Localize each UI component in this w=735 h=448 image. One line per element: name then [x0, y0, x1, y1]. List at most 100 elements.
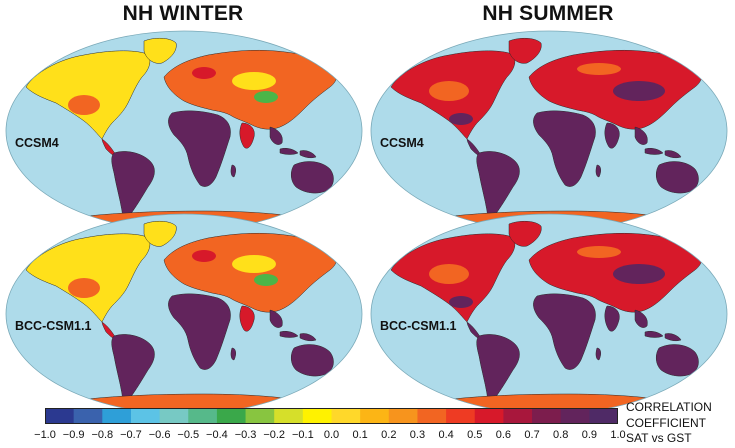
land-greenland [508, 38, 542, 64]
landmasses [25, 221, 346, 411]
siberia-yellow [232, 255, 276, 273]
us-south-deep [449, 113, 473, 125]
colorbar-tick-label: −0.5 [177, 429, 200, 441]
colorbar-tick-label: −0.8 [91, 429, 114, 441]
colorbar-tick-label: 0.7 [524, 429, 540, 441]
land-centralAmerica [101, 321, 117, 339]
land-madagascar [595, 164, 601, 178]
colorbar-segment [302, 408, 332, 424]
land-centralAmerica [466, 138, 482, 156]
land-indonesia1 [644, 147, 664, 155]
land-seAsia [269, 309, 283, 328]
colorbar-tick-label: 0.0 [323, 429, 340, 441]
colorbar-title: CORRELATION [626, 400, 712, 414]
land-indonesia1 [279, 330, 299, 338]
colorbar-segment [388, 408, 418, 424]
tibet-green [254, 91, 278, 103]
colorbar-segment [560, 408, 590, 424]
colorbar-tick-label: 1.0 [610, 429, 626, 441]
land-greenland [143, 38, 177, 64]
land-centralAmerica [101, 138, 117, 156]
colorbar-segment [159, 408, 189, 424]
land-indonesia2 [299, 333, 317, 342]
us-south-deep [449, 296, 473, 308]
colorbar-title: COEFFICIENT [626, 416, 706, 430]
land-nz [705, 188, 711, 200]
land-nz [340, 371, 346, 383]
map-panel-ccsm4-winter [4, 29, 364, 233]
land-india [604, 305, 620, 332]
land-indonesia2 [299, 150, 317, 159]
colorbar-tick-label: 0.8 [553, 429, 569, 441]
land-madagascar [230, 164, 236, 178]
europe-red [192, 250, 216, 262]
land-africa [533, 293, 596, 370]
model-label: BCC-CSM1.1 [380, 319, 457, 333]
colorbar-tick-label: −0.7 [120, 429, 142, 441]
asia-deep [613, 264, 665, 284]
colorbar-segment [216, 408, 247, 424]
colorbar-tick-label: −0.2 [263, 429, 286, 441]
canada-orange [429, 81, 469, 101]
model-label: BCC-CSM1.1 [15, 319, 92, 333]
land-madagascar [595, 347, 601, 361]
colorbar-tick-label: −0.4 [206, 429, 228, 441]
column-title-summer: NH SUMMER [482, 2, 614, 25]
world-map [5, 213, 363, 415]
colorbar-tick-label: −0.9 [62, 429, 85, 441]
canada-orange [429, 264, 469, 284]
land-africa [168, 293, 231, 370]
colorbar-tick-label: 0.5 [467, 429, 483, 441]
land-indonesia2 [664, 333, 682, 342]
map-panel-bcc-summer [369, 212, 729, 416]
landmasses [390, 221, 711, 411]
colorbar-tick-label: −0.6 [148, 429, 171, 441]
land-seAsia [634, 309, 648, 328]
europe-red [192, 67, 216, 79]
land-indonesia1 [279, 147, 299, 155]
land-seAsia [269, 126, 283, 145]
land-northAmerica [25, 233, 151, 323]
model-label: CCSM4 [380, 136, 424, 150]
land-greenland [508, 221, 542, 247]
us-orange [68, 95, 100, 115]
column-title-winter: NH WINTER [122, 2, 244, 25]
colorbar-segment [274, 408, 304, 424]
colorbar-segment [331, 408, 361, 424]
colorbar-border [45, 408, 618, 424]
siberia-orange [577, 246, 621, 258]
colorbar-tick-label: 0.3 [409, 429, 426, 441]
land-madagascar [230, 347, 236, 361]
asia-deep [613, 81, 665, 101]
world-map [5, 30, 363, 232]
model-label: CCSM4 [15, 136, 59, 150]
land-india [604, 122, 620, 149]
us-orange [68, 278, 100, 298]
land-northAmerica [25, 50, 151, 140]
colorbar-tick-label: 0.6 [495, 429, 512, 441]
siberia-orange [577, 63, 621, 75]
colorbar-segment [73, 408, 103, 424]
colorbar-tick-label: −0.3 [234, 429, 257, 441]
colorbar-segment [589, 408, 618, 424]
colorbar-segment [45, 408, 75, 424]
colorbar-tick-label: 0.2 [381, 429, 397, 441]
landmasses [25, 38, 346, 228]
map-panel-bcc-winter [4, 212, 364, 416]
map-panel-ccsm4-summer [369, 29, 729, 233]
world-map [370, 30, 728, 232]
colorbar-tick-label: 0.9 [581, 429, 597, 441]
colorbar-tick-label: 0.4 [438, 429, 454, 441]
colorbar-tick-label: −0.1 [291, 429, 314, 441]
colorbar-segment [417, 408, 447, 424]
land-centralAmerica [466, 321, 482, 339]
colorbar-segment [532, 408, 562, 424]
siberia-yellow [232, 72, 276, 90]
land-nz [705, 371, 711, 383]
land-india [239, 305, 255, 332]
land-india [239, 122, 255, 149]
land-indonesia2 [664, 150, 682, 159]
colorbar-segment [102, 408, 132, 424]
tibet-green [254, 274, 278, 286]
colorbar-tick-label: −1.0 [34, 429, 56, 441]
